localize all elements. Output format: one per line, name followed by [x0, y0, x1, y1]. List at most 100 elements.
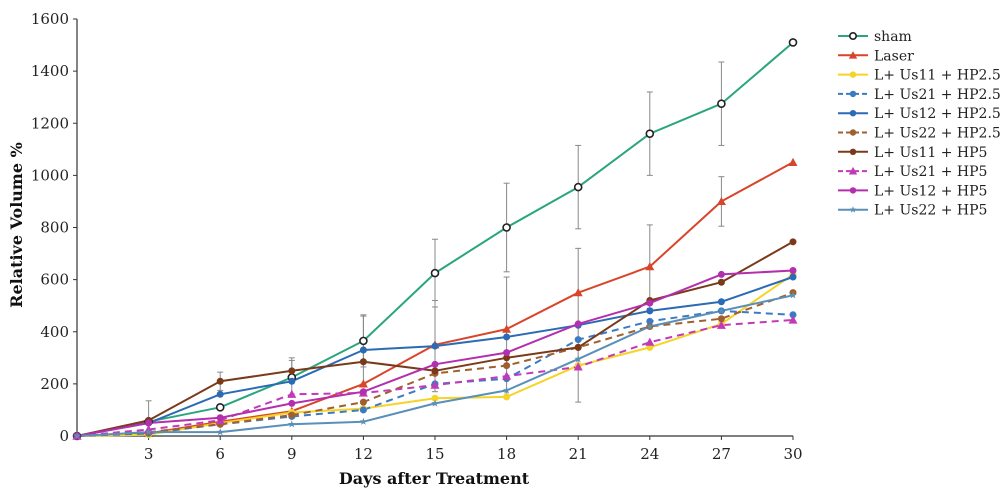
legend-item: L+ Us21 + HP5 — [838, 164, 987, 180]
x-tick-label: 18 — [497, 445, 516, 463]
legend-marker — [849, 187, 857, 194]
data-point — [144, 428, 153, 436]
data-point — [646, 299, 654, 307]
data-point — [574, 343, 582, 351]
data-point — [431, 367, 439, 375]
data-point — [145, 419, 153, 427]
data-point — [716, 196, 726, 206]
data-point — [288, 411, 296, 419]
legend-label: L+ Us11 + HP2.5 — [874, 68, 1000, 84]
x-tick-label: 9 — [287, 445, 297, 463]
data-point — [359, 398, 367, 406]
x-tick-label: 21 — [569, 445, 588, 463]
data-point — [573, 182, 583, 192]
legend-marker — [848, 166, 858, 175]
x-tick-label: 6 — [215, 445, 225, 463]
data-point — [73, 432, 81, 440]
data-point — [431, 399, 439, 407]
data-point — [431, 360, 439, 368]
data-point — [645, 262, 655, 271]
data-point — [574, 320, 582, 328]
y-tick-label: 1600 — [31, 10, 69, 28]
legend-marker — [849, 129, 857, 136]
legend-item: L+ Us21 + HP2.5 — [838, 87, 1000, 103]
data-point — [216, 377, 224, 385]
legend-marker — [849, 206, 857, 213]
data-point — [788, 315, 798, 324]
legend-item: sham — [838, 29, 912, 45]
data-point — [359, 417, 368, 425]
x-tick-label: 24 — [640, 445, 659, 463]
x-tick-label: 3 — [144, 445, 154, 463]
y-tick-label: 1400 — [31, 62, 69, 80]
data-point — [717, 306, 726, 315]
data-point — [789, 238, 797, 246]
data-point — [574, 355, 582, 363]
data-point — [287, 389, 297, 398]
data-point — [359, 406, 367, 414]
series-markers — [72, 38, 798, 441]
data-point — [645, 337, 655, 346]
data-point — [646, 317, 654, 325]
data-point — [216, 390, 224, 398]
data-point — [431, 394, 439, 402]
data-point — [288, 399, 296, 407]
data-point — [359, 388, 367, 396]
data-point — [717, 270, 725, 278]
data-point — [789, 311, 797, 319]
legend-marker — [849, 110, 857, 117]
data-point — [789, 273, 797, 281]
data-point — [503, 354, 511, 362]
data-point — [215, 403, 225, 412]
data-point — [717, 315, 725, 323]
legend-label: L+ Us21 + HP5 — [874, 164, 987, 180]
data-point — [502, 386, 511, 394]
data-point — [717, 298, 725, 306]
legend-item: L+ Us22 + HP5 — [838, 203, 987, 219]
legend-label: L+ Us22 + HP5 — [874, 203, 987, 219]
y-tick-label: 800 — [40, 219, 69, 237]
data-point — [573, 288, 583, 297]
y-tick-label: 1000 — [31, 166, 69, 184]
data-point — [789, 267, 797, 275]
data-point — [288, 377, 296, 385]
y-tick-label: 400 — [40, 323, 69, 341]
data-point — [788, 38, 798, 47]
data-point — [717, 278, 725, 286]
x-tick-label: 15 — [425, 445, 444, 463]
legend-item: L+ Us12 + HP2.5 — [838, 106, 1000, 122]
legend-marker — [848, 51, 858, 59]
y-tick-label: 600 — [40, 271, 69, 289]
data-point — [359, 358, 367, 366]
legend-item: L+ Us22 + HP2.5 — [838, 126, 1000, 142]
legend-marker — [849, 71, 857, 78]
x-axis-label: Days after Treatment — [339, 469, 530, 488]
legend-item: L+ Us11 + HP2.5 — [838, 68, 1000, 84]
data-point — [430, 268, 440, 278]
legend-item: L+ Us12 + HP5 — [838, 183, 987, 199]
legend-label: sham — [874, 29, 912, 45]
data-point — [573, 362, 583, 371]
data-point — [431, 342, 439, 350]
legend-label: L+ Us12 + HP5 — [874, 183, 987, 199]
legend-item: Laser — [838, 48, 914, 64]
legend-label: Laser — [874, 48, 914, 64]
legend: sham Laser L+ Us11 + HP2.5 L+ Us21 + HP2.5 L… — [838, 29, 1000, 219]
data-point — [503, 349, 511, 357]
data-point — [502, 371, 512, 380]
data-point — [717, 99, 726, 109]
data-point — [646, 322, 654, 330]
data-point — [788, 157, 798, 166]
data-point — [789, 291, 797, 299]
data-point — [716, 320, 726, 329]
data-point — [430, 380, 440, 389]
data-point — [216, 428, 224, 436]
x-tick-label: 30 — [783, 445, 802, 463]
y-tick-label: 1200 — [31, 114, 69, 132]
x-tick-label: 12 — [354, 445, 373, 463]
data-point — [358, 379, 368, 388]
data-point — [503, 393, 511, 401]
data-point — [502, 223, 511, 232]
data-point — [503, 362, 511, 370]
